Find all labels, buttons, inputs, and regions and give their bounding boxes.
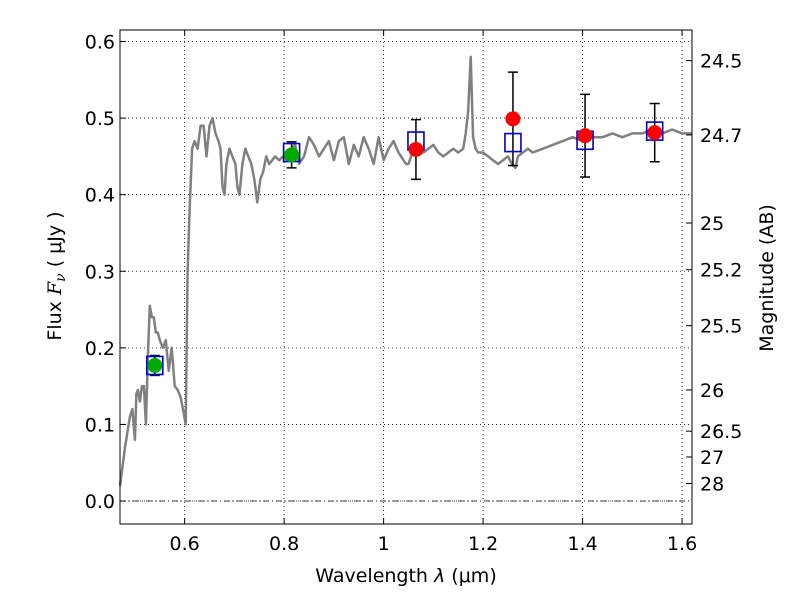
plot-frame (119, 29, 693, 525)
observed-point (408, 141, 424, 157)
y2-tick-label: 25.5 (700, 316, 742, 338)
observed-point (147, 357, 163, 373)
y2-tick-label: 26.5 (700, 421, 742, 443)
x-tick-label: 1.6 (667, 533, 697, 555)
y2-tick-label: 27 (700, 447, 724, 469)
observed-point (505, 111, 521, 127)
model-point (504, 132, 522, 153)
errorbar-layer (149, 71, 660, 377)
y2-tick-label: 28 (700, 473, 724, 495)
y2-tick-label: 26 (700, 380, 724, 402)
tick-layer: 0.6 0.8 1 1.2 1.4 1.6 0.0 0.1 0.2 0.3 0.4 0.5 0.6 24.… (85, 30, 742, 555)
y-axis-label: Flux Fν ( μJy ) (44, 211, 69, 340)
x-tick-label: 1.4 (567, 533, 597, 555)
y-tick-label: 0.5 (85, 108, 115, 130)
y2-tick-label: 25.2 (700, 260, 742, 282)
x-tick-label: 0.8 (269, 533, 299, 555)
spectrum-layer (118, 55, 692, 486)
spectrum-line (118, 55, 692, 486)
observed-point (577, 128, 593, 144)
y-tick-label: 0.0 (85, 491, 115, 513)
y-tick-label: 0.4 (85, 185, 115, 207)
x-tick-label: 1.2 (468, 533, 498, 555)
y2-tick-label: 24.5 (700, 51, 742, 73)
observed-point (647, 125, 663, 141)
y-tick-label: 0.1 (85, 414, 115, 436)
model-point (146, 355, 164, 376)
observed-point (284, 147, 300, 163)
y-tick-label: 0.6 (85, 31, 115, 53)
y2-axis-label: Magnitude (AB) (756, 204, 778, 352)
y-tick-label: 0.2 (85, 338, 115, 360)
y-tick-label: 0.3 (85, 261, 115, 283)
x-tick-label: 0.6 (170, 533, 200, 555)
observed-points-layer (147, 111, 663, 373)
y2-tick-label: 25 (700, 213, 724, 235)
x-axis-label: Wavelength λ (μm) (315, 565, 496, 587)
x-tick-label: 1 (378, 533, 390, 555)
grid-layer (120, 30, 692, 524)
y2-tick-label: 24.7 (700, 125, 742, 147)
